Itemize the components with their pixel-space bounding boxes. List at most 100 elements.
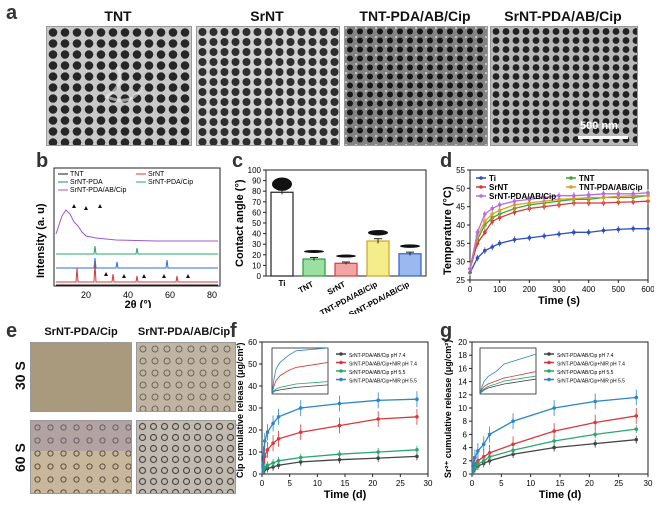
cip-release-legend-srnt-pda-ab-cip-ph-7-4: SrNT-PDA/AB/Cip pH 7.4 xyxy=(349,353,406,359)
contact-angle-ytick-20: 20 xyxy=(252,251,261,260)
sem-image-tnt-pda-ab-cip xyxy=(344,26,488,146)
temperature-chart: Temperature (°C)25 30 35 40 45 50 55 0 100 200 300… xyxy=(442,166,654,307)
temperature-legend-tnt-pda-ab-cip: TNT-PDA/AB/Cip xyxy=(579,183,643,192)
cip-release-xtick-30: 30 xyxy=(424,479,433,488)
cip-release-legend-srnt-pda-ab-cip-nir-ph-5-5: SrNT-PDA/AB/Cip+NIR pH 5.5 xyxy=(349,379,417,385)
sr-release-inset-series-srnt-pda-ab-cip-ph-5-5 xyxy=(479,375,537,395)
cip-release-xtick-15: 15 xyxy=(341,479,350,488)
cip-release-xtick-5: 5 xyxy=(287,479,292,488)
sem-title-tnt: TNT xyxy=(104,8,132,24)
xrd-xlabel: 2θ (°) xyxy=(125,299,152,308)
temperature-legend-marker xyxy=(479,194,483,198)
sr-release-series-srnt-pda-ab-cip-nir-ph-5-5 xyxy=(471,396,637,475)
sr-release-chart: Sr²⁺ cumulative release (μg/cm²) 0 2 4 6 8 10 1… xyxy=(443,338,653,501)
sr-release-xtick-25: 25 xyxy=(614,479,623,488)
photo-srnt-pda-cip-60s xyxy=(30,420,132,494)
temperature-xtick-400: 400 xyxy=(582,285,596,294)
temperature-xlabel: Time (s) xyxy=(538,295,580,307)
sr-release-inset-frame xyxy=(479,347,537,395)
sr-release-xtick-0: 0 xyxy=(470,479,475,488)
cip-release-ytick-30: 30 xyxy=(248,404,257,413)
scale-bar xyxy=(578,136,628,139)
temperature-xtick-200: 200 xyxy=(523,285,537,294)
cip-release-legend-marker xyxy=(339,352,343,356)
sr-release-ylabel: Sr²⁺ cumulative release (μg/cm²) xyxy=(443,340,453,478)
temperature-ytick-25: 25 xyxy=(456,276,465,285)
cip-release-legend-marker xyxy=(339,377,343,382)
cip-release-legend-srnt-pda-ab-cip-ph-5-5: SrNT-PDA/AB/Cip pH 5.5 xyxy=(349,370,406,376)
cip-release-ytick-40: 40 xyxy=(248,382,257,391)
temperature-legend-marker xyxy=(479,176,483,180)
cip-release-legend-srnt-pda-ab-cip-nir-ph-7-4: SrNT-PDA/AB/Cip+NIR pH 7.4 xyxy=(349,362,417,368)
cip-release-inset-series-srnt-pda-ab-cip-nir-ph-7-4 xyxy=(271,362,329,395)
xrd-legend-srnt: SrNT xyxy=(148,171,165,178)
cip-release-ytick-10: 10 xyxy=(248,448,257,457)
sem-image-srnt-pda-ab-cip xyxy=(490,26,638,146)
cip-release-inset-series-srnt-pda-ab-cip-ph-5-5 xyxy=(271,381,329,395)
panel-label-b: b xyxy=(36,150,49,172)
photo-row-label-30s: 30 S xyxy=(12,361,28,390)
xrd-xtick-40: 40 xyxy=(123,290,133,300)
cip-release-series-srnt-pda-ab-cip-nir-ph-7-4 xyxy=(261,416,417,475)
cip-release-xlabel: Time (d) xyxy=(324,489,367,501)
sr-release-ytick-8: 8 xyxy=(463,417,468,426)
xrd-trace-srnt xyxy=(56,263,218,283)
temperature-legend-srnt: SrNT xyxy=(489,183,508,192)
xrd-frame xyxy=(53,167,221,287)
contact-angle-ytick-50: 50 xyxy=(252,219,261,228)
photo-srnt-pda-cip-30s xyxy=(30,342,132,412)
xrd-trace-srnt-pda-ab-cip xyxy=(55,209,218,242)
sem-image-srnt xyxy=(196,26,340,146)
photo-srnt-pda-ab-cip-60s xyxy=(136,420,236,494)
temperature-xtick-100: 100 xyxy=(493,285,507,294)
panel-label-d: d xyxy=(440,150,453,172)
contact-angle-ytick-90: 90 xyxy=(252,177,261,186)
cip-release-ytick-60: 60 xyxy=(248,338,257,347)
sr-release-ytick-4: 4 xyxy=(463,444,468,453)
contact-angle-bar-ti xyxy=(270,191,294,277)
temperature-ytick-45: 45 xyxy=(456,203,465,212)
sr-release-ytick-10: 10 xyxy=(458,404,467,413)
xrd-trace-srnt-pda xyxy=(56,257,218,269)
xrd-xtick-80: 80 xyxy=(207,290,217,300)
panel-label-c: c xyxy=(232,150,244,172)
panel-label-e: e xyxy=(6,320,18,342)
xrd-chart: Intensity (a. u) TNT SrNT SrNT-PDA SrNT-… xyxy=(36,167,221,308)
cip-release-xtick-10: 10 xyxy=(313,479,322,488)
sr-release-legend-marker xyxy=(547,360,551,365)
temperature-legend-marker xyxy=(479,185,483,189)
contact-angle-xtick-srnt: SrNT xyxy=(326,280,347,297)
sr-release-ytick-16: 16 xyxy=(458,364,467,373)
xrd-legend-srnt-pda: SrNT-PDA xyxy=(70,179,103,186)
xrd-legend-srnt-pda-cip: SrNT-PDA/Cip xyxy=(148,179,193,186)
photo-srnt-pda-ab-cip-30s xyxy=(136,342,236,412)
cip-release-xtick-0: 0 xyxy=(260,479,265,488)
cip-release-inset-series-srnt-pda-ab-cip-nir-ph-5-5 xyxy=(271,347,329,395)
temperature-legend-tnt: TNT xyxy=(579,174,595,183)
sr-release-xtick-20: 20 xyxy=(585,479,594,488)
droplet-icon xyxy=(400,244,420,248)
droplet-icon xyxy=(304,249,324,253)
photo-col-title-1: SrNT-PDA/Cip xyxy=(44,326,118,338)
sr-release-ytick-20: 20 xyxy=(458,338,467,347)
contact-angle-ytick-0: 0 xyxy=(257,272,262,281)
temperature-ytick-55: 55 xyxy=(456,166,465,175)
contact-angle-ytick-10: 10 xyxy=(252,261,261,270)
sr-release-xtick-5: 5 xyxy=(499,479,504,488)
contact-angle-ytick-80: 80 xyxy=(252,187,261,196)
temperature-xtick-0: 0 xyxy=(468,285,473,294)
sr-release-inset-series-srnt-pda-ab-cip-nir-ph-7-4 xyxy=(479,371,537,395)
temperature-legend-ti: Ti xyxy=(489,174,496,183)
contact-angle-ytick-30: 30 xyxy=(252,240,261,249)
contact-angle-xtick-tnt: TNT xyxy=(297,280,315,295)
contact-angle-ytick-70: 70 xyxy=(252,198,261,207)
scale-bar-label: 500 nm xyxy=(580,120,618,132)
sr-release-inset-series-srnt-pda-ab-cip-nir-ph-5-5 xyxy=(479,353,537,395)
sem-image-tnt xyxy=(46,26,192,146)
sr-release-ytick-18: 18 xyxy=(458,351,467,360)
panel-label-a: a xyxy=(6,2,18,24)
cip-release-legend-marker xyxy=(339,369,343,373)
cip-release-legend-marker xyxy=(339,360,343,365)
temperature-legend-srnt-pda-ab-cip: SrNT-PDA/AB/Cip xyxy=(489,192,556,201)
